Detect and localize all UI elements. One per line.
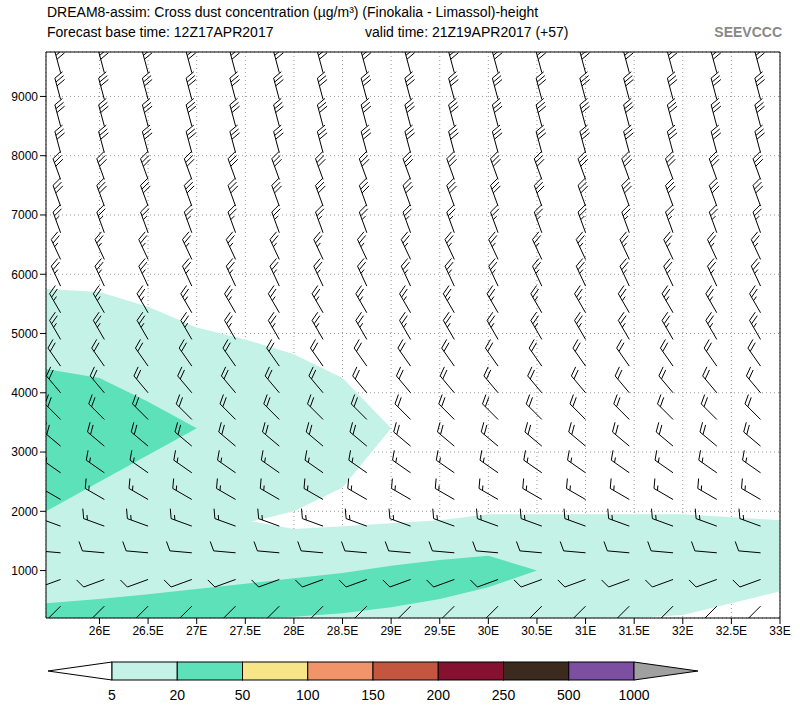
svg-text:33E: 33E [769,624,790,638]
svg-text:200: 200 [427,687,451,703]
svg-text:30.5E: 30.5E [521,624,552,638]
svg-text:SEEVCCC: SEEVCCC [714,24,782,40]
svg-text:30E: 30E [478,624,499,638]
svg-text:DREAM8-assim: Cross dust conce: DREAM8-assim: Cross dust concentration (… [47,4,538,20]
svg-text:6000: 6000 [11,268,38,282]
svg-text:2000: 2000 [11,505,38,519]
svg-text:500: 500 [557,687,581,703]
svg-text:29E: 29E [380,624,401,638]
svg-text:5: 5 [108,687,116,703]
svg-text:150: 150 [361,687,385,703]
svg-text:valid time: 21Z19APR2017 (+57): valid time: 21Z19APR2017 (+57) [365,24,569,40]
svg-text:9000: 9000 [11,90,38,104]
svg-text:7000: 7000 [11,208,38,222]
svg-text:250: 250 [492,687,516,703]
svg-text:26.5E: 26.5E [132,624,163,638]
svg-text:31E: 31E [575,624,596,638]
svg-text:5000: 5000 [11,327,38,341]
svg-text:26E: 26E [89,624,110,638]
svg-text:32.5E: 32.5E [716,624,747,638]
svg-text:28E: 28E [283,624,304,638]
svg-text:100: 100 [296,687,320,703]
svg-text:8000: 8000 [11,149,38,163]
svg-text:27.5E: 27.5E [230,624,261,638]
svg-text:1000: 1000 [11,564,38,578]
svg-text:50: 50 [235,687,251,703]
svg-text:20: 20 [169,687,185,703]
svg-text:Forecast base time: 12Z17APR20: Forecast base time: 12Z17APR2017 [47,24,274,40]
svg-text:31.5E: 31.5E [618,624,649,638]
svg-text:28.5E: 28.5E [327,624,358,638]
svg-text:3000: 3000 [11,445,38,459]
svg-text:29.5E: 29.5E [424,624,455,638]
svg-text:32E: 32E [672,624,693,638]
svg-text:27E: 27E [186,624,207,638]
svg-text:1000: 1000 [618,687,649,703]
svg-text:4000: 4000 [11,386,38,400]
